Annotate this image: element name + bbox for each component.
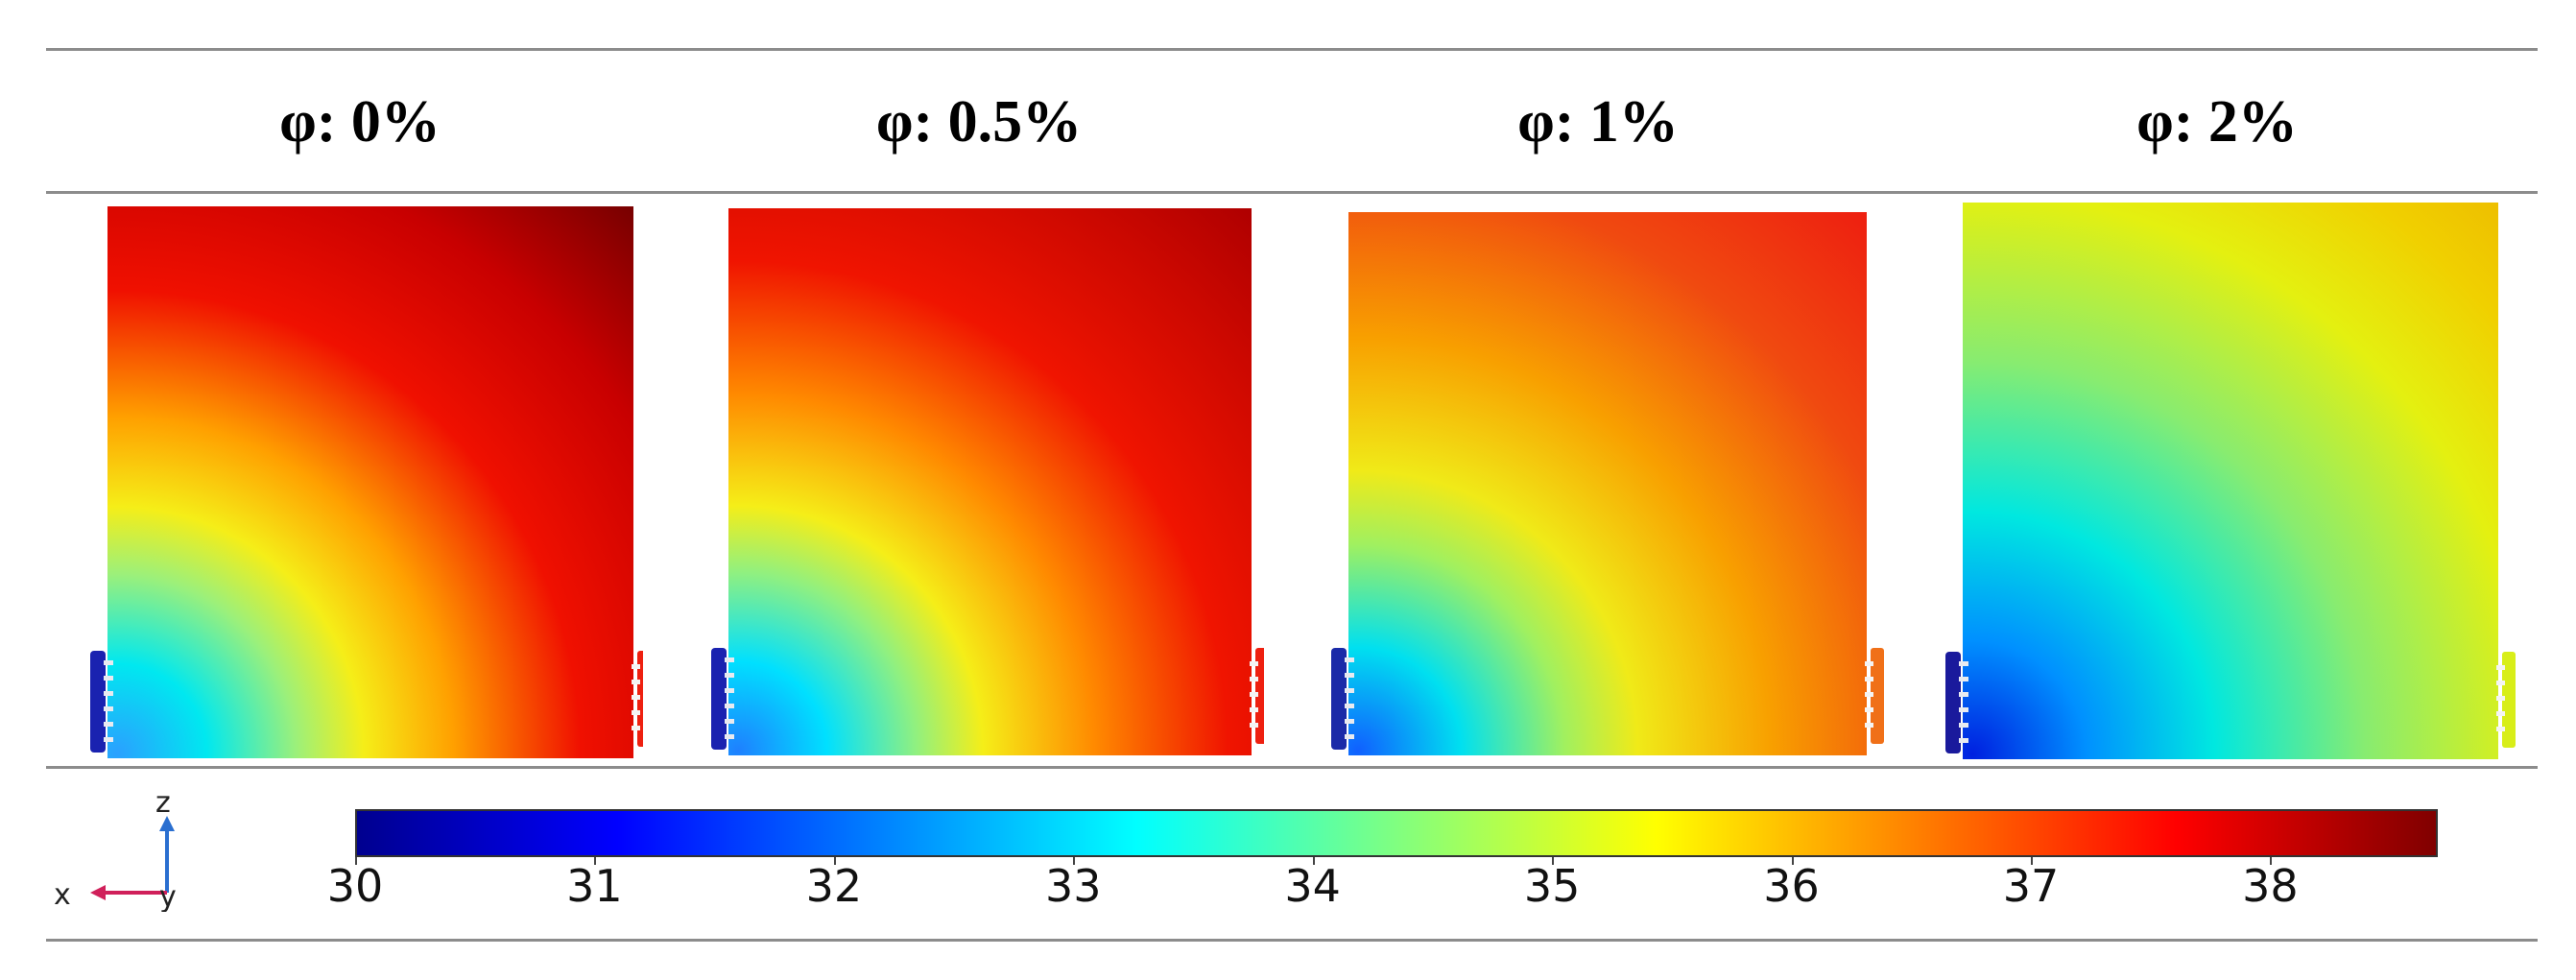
fin-slot [1865, 707, 1873, 712]
plots-bottom-rule [46, 766, 2538, 769]
fin-slot [1959, 661, 1968, 666]
heat-sink-fins [637, 651, 643, 747]
fin-slot [1250, 707, 1258, 712]
temperature-field-3 [1945, 203, 2516, 759]
axis-label-x: x [54, 878, 71, 912]
fin-slot [1345, 704, 1354, 708]
fin-slot [2496, 711, 2505, 716]
heat-sink-fins [2502, 652, 2516, 748]
fin-slot [1250, 661, 1258, 666]
temperature-field-2 [1331, 212, 1884, 755]
axis-triad-icon: z x y [54, 786, 177, 914]
axis-triad: z x y [48, 786, 202, 914]
fin-slot [632, 695, 640, 700]
fin-slot [1250, 723, 1258, 728]
temperature-field-rect [1963, 203, 2498, 759]
temperature-field-rect [1348, 212, 1867, 755]
heat-source-fins [1945, 652, 1961, 753]
fin-slot [1959, 692, 1968, 697]
fin-slot [1959, 738, 1968, 743]
top-rule [46, 48, 2538, 51]
temperature-field-panel-2 [1308, 197, 1884, 763]
fin-slot [1865, 661, 1873, 666]
colorbar-tick [1312, 857, 1315, 865]
heat-sink-fins [1255, 648, 1264, 744]
temperature-field-rect [107, 206, 633, 758]
fin-slot [725, 734, 734, 739]
colorbar-tick-label: 38 [2242, 860, 2299, 912]
fin-slot [632, 680, 640, 684]
colorbar-tick [2270, 857, 2273, 865]
colorbar-tick-label: 30 [326, 860, 384, 912]
colorbar-tick-label: 36 [1763, 860, 1820, 912]
fin-slot [104, 706, 113, 711]
temperature-field-panel-0 [67, 197, 643, 763]
axis-label-y: y [159, 880, 177, 912]
fin-slot [1345, 673, 1354, 678]
fin-slot [104, 691, 113, 696]
temperature-field-0 [90, 206, 643, 758]
fin-slot [104, 737, 113, 742]
fin-slot [1959, 677, 1968, 681]
fin-slot [725, 657, 734, 662]
colorbar-tick-label: 37 [2002, 860, 2060, 912]
colorbar-tick-label: 34 [1284, 860, 1341, 912]
fin-slot [725, 719, 734, 724]
temperature-field-panel-3 [1928, 197, 2523, 763]
fin-slot [104, 660, 113, 665]
fin-slot [1959, 707, 1968, 712]
colorbar-tick-label: 32 [805, 860, 863, 912]
panel-title-2: φ: 1% [1517, 89, 1679, 155]
fin-slot [632, 710, 640, 715]
axis-label-z: z [155, 787, 171, 820]
fin-slot [104, 676, 113, 681]
colorbar-tick [2030, 857, 2033, 865]
fin-slot [632, 726, 640, 730]
fin-slot [1865, 723, 1873, 728]
temperature-field-rect [728, 208, 1252, 755]
fin-slot [1250, 692, 1258, 697]
colorbar-tick [355, 857, 357, 865]
fin-slot [2496, 696, 2505, 701]
fin-slot [104, 722, 113, 727]
fin-slot [725, 673, 734, 678]
fin-slot [1345, 657, 1354, 662]
bottom-rule [46, 939, 2538, 942]
fin-slot [1865, 677, 1873, 681]
colorbar-tick [1791, 857, 1794, 865]
fin-slot [2496, 727, 2505, 731]
fin-slot [1345, 688, 1354, 693]
fin-slot [1959, 723, 1968, 728]
temperature-field-1 [711, 208, 1264, 755]
colorbar-tick-label: 31 [566, 860, 623, 912]
header-rule [46, 191, 2538, 194]
colorbar-tick-label: 33 [1044, 860, 1102, 912]
colorbar-tick-label: 35 [1523, 860, 1581, 912]
colorbar-tick [1552, 857, 1555, 865]
colorbar-tick [833, 857, 836, 865]
fin-slot [1250, 677, 1258, 681]
fin-slot [632, 664, 640, 669]
heat-source-fins [711, 648, 727, 750]
panel-title-1: φ: 0.5% [875, 89, 1083, 155]
colorbar-tick [1073, 857, 1076, 865]
heat-source-fins [1331, 648, 1347, 750]
fin-slot [1345, 734, 1354, 739]
fin-slot [2496, 665, 2505, 670]
colorbar [355, 809, 2438, 857]
heat-sink-fins [1871, 648, 1884, 744]
heat-source-fins [90, 651, 106, 753]
fin-slot [2496, 681, 2505, 685]
fin-slot [725, 704, 734, 708]
panel-title-3: φ: 2% [2136, 89, 2298, 155]
temperature-field-panel-1 [688, 197, 1264, 763]
panel-title-0: φ: 0% [279, 89, 441, 155]
fin-slot [725, 688, 734, 693]
colorbar-tick [594, 857, 597, 865]
fin-slot [1345, 719, 1354, 724]
fin-slot [1865, 692, 1873, 697]
